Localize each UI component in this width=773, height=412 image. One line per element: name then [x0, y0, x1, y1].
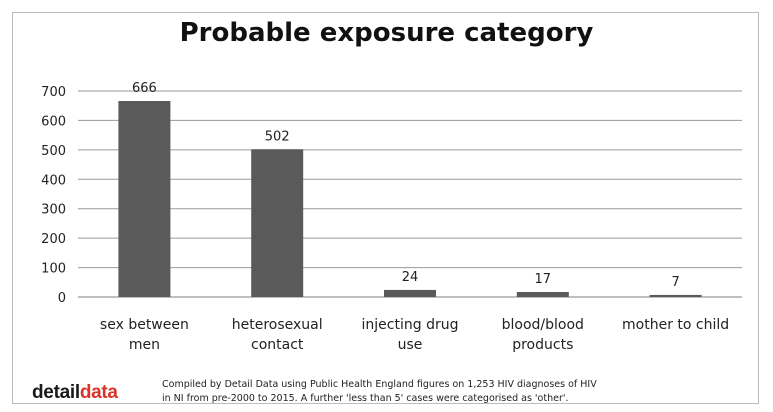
x-category-label: injecting drug [362, 317, 459, 333]
source-note-line-2: in NI from pre-2000 to 2015. A further '… [162, 393, 569, 404]
logo-part-detail: detail [32, 382, 80, 403]
source-note: Compiled by Detail Data using Public Hea… [162, 378, 722, 406]
bar [516, 291, 569, 297]
source-note-line-1: Compiled by Detail Data using Public Hea… [162, 379, 597, 390]
x-category-label: heterosexual [232, 317, 323, 333]
data-label: 7 [671, 275, 679, 290]
data-label: 666 [132, 81, 157, 96]
y-tick-label: 700 [41, 85, 66, 100]
y-tick-label: 300 [41, 203, 66, 218]
y-tick-label: 500 [41, 144, 66, 159]
y-tick-label: 600 [41, 114, 66, 129]
x-category-label: contact [251, 337, 304, 353]
logo-part-data: data [79, 382, 118, 403]
bar [118, 101, 171, 298]
data-label: 17 [535, 272, 552, 287]
y-tick-label: 0 [58, 291, 66, 306]
x-category-label: sex between [100, 317, 189, 333]
detaildata-logo: detaildata [32, 382, 118, 404]
data-label: 24 [402, 270, 419, 285]
bar [649, 294, 702, 297]
x-category-label: men [129, 337, 160, 353]
x-category-label: products [512, 337, 573, 353]
data-label: 502 [265, 129, 290, 144]
x-category-label: mother to child [622, 317, 729, 333]
x-category-label: use [398, 337, 423, 353]
x-category-label: blood/blood [502, 317, 584, 333]
bar [384, 289, 436, 297]
bar [251, 149, 304, 297]
y-tick-label: 100 [41, 262, 66, 277]
chart-title: Probable exposure category [179, 18, 594, 48]
y-tick-label: 200 [41, 232, 66, 247]
y-tick-label: 400 [41, 173, 66, 188]
